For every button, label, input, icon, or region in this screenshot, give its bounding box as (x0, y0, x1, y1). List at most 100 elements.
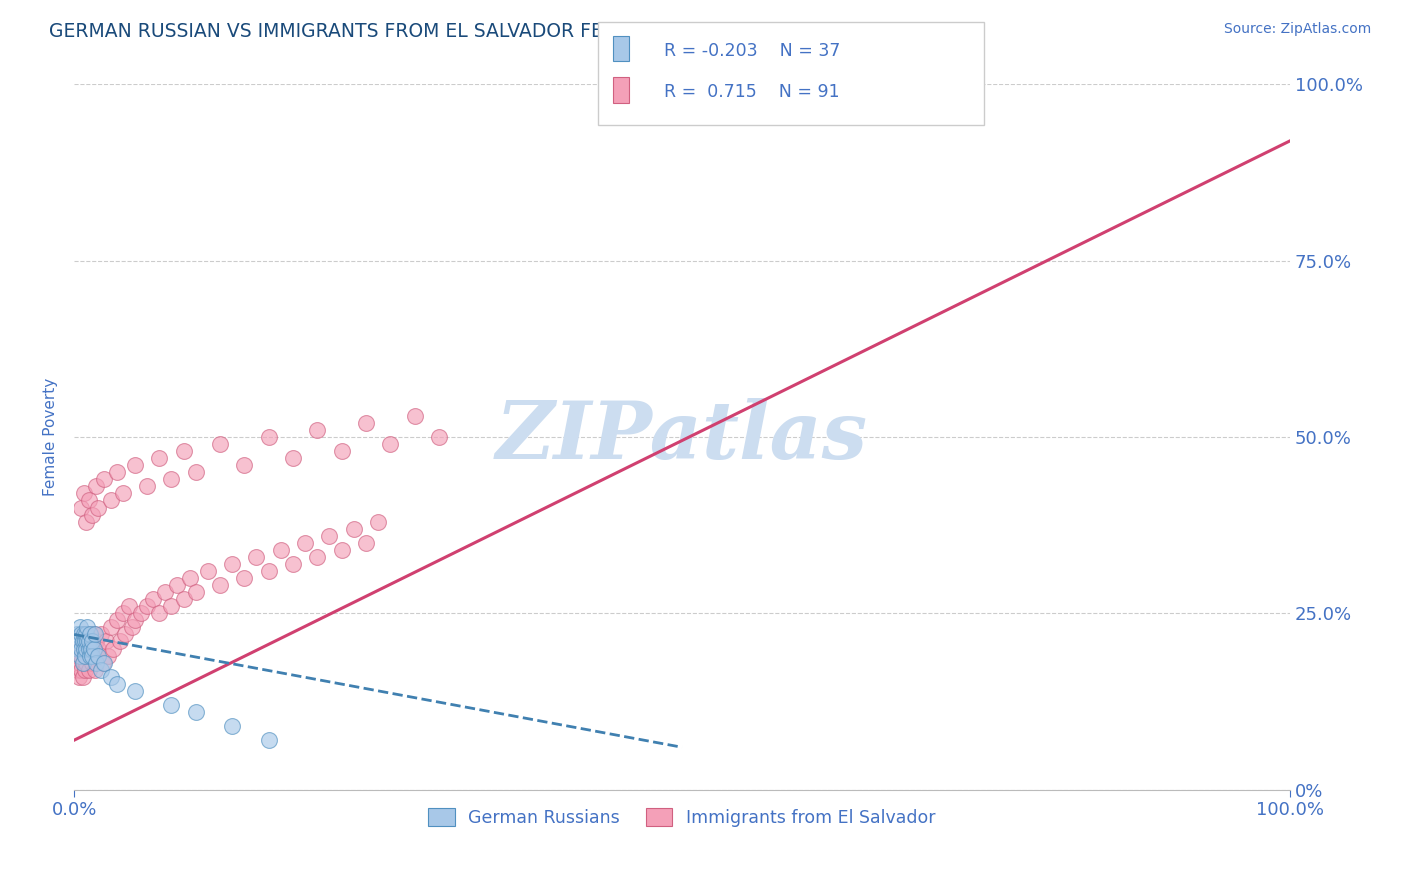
Point (197, 564, 219, 578)
Point (148, 451, 170, 466)
Point (111, 486, 134, 500)
Point (142, 592, 165, 607)
Point (90, 663, 112, 677)
Point (124, 613, 146, 627)
Point (70, 648, 93, 663)
Point (72, 670, 94, 684)
Point (155, 585, 177, 599)
Text: Source: ZipAtlas.com: Source: ZipAtlas.com (1223, 22, 1371, 37)
Point (65, 627, 87, 641)
Point (184, 705, 207, 719)
Point (77, 663, 100, 677)
Point (184, 465, 207, 479)
Point (66, 641, 89, 656)
Point (79, 648, 101, 663)
Point (208, 437, 231, 451)
Point (73, 648, 96, 663)
Point (84, 479, 107, 493)
Point (83, 627, 105, 641)
Point (124, 683, 146, 698)
Point (82, 656, 104, 670)
Legend: German Russians, Immigrants from El Salvador: German Russians, Immigrants from El Salv… (422, 801, 942, 834)
Point (114, 627, 136, 641)
Point (105, 613, 128, 627)
Point (354, 416, 377, 430)
Point (70, 663, 93, 677)
Point (160, 599, 183, 614)
Point (76, 620, 98, 634)
Point (166, 578, 188, 592)
Point (77, 641, 100, 656)
Point (233, 458, 256, 473)
Point (110, 634, 132, 648)
Point (73, 663, 96, 677)
Point (330, 444, 353, 458)
Text: ZIPatlas: ZIPatlas (496, 398, 868, 475)
Point (73, 656, 96, 670)
Point (105, 465, 128, 479)
Point (77, 493, 100, 508)
Point (69, 656, 91, 670)
Point (70, 627, 93, 641)
Point (73, 648, 96, 663)
Point (404, 409, 426, 423)
Point (77, 634, 100, 648)
Y-axis label: Female Poverty: Female Poverty (44, 378, 58, 496)
Point (221, 719, 243, 733)
Point (257, 564, 280, 578)
Text: R =  0.715    N = 91: R = 0.715 N = 91 (664, 84, 839, 102)
Point (294, 535, 316, 549)
Text: GERMAN RUSSIAN VS IMMIGRANTS FROM EL SALVADOR FEMALE POVERTY CORRELATION CHART: GERMAN RUSSIAN VS IMMIGRANTS FROM EL SAL… (49, 22, 955, 41)
Point (80, 641, 103, 656)
Point (136, 479, 159, 493)
Point (111, 607, 134, 621)
Point (79, 627, 101, 641)
Point (94, 634, 117, 648)
Point (208, 578, 231, 592)
Point (281, 451, 304, 466)
Point (84, 656, 107, 670)
Point (148, 607, 170, 621)
Point (105, 677, 128, 691)
Point (173, 592, 195, 607)
Point (87, 641, 110, 656)
Point (69, 648, 91, 663)
Point (270, 542, 292, 557)
Point (318, 529, 340, 543)
Point (100, 620, 122, 634)
Point (367, 515, 389, 529)
Point (82, 648, 104, 663)
Point (101, 641, 124, 656)
Point (69, 620, 91, 634)
Point (83, 627, 105, 641)
Point (70, 641, 93, 656)
Point (76, 627, 98, 641)
Point (184, 585, 207, 599)
Point (73, 627, 96, 641)
Point (79, 648, 101, 663)
Point (66, 648, 89, 663)
Point (380, 437, 402, 451)
Point (87, 500, 110, 515)
Point (136, 599, 159, 614)
Point (129, 607, 152, 621)
Point (70, 500, 93, 515)
Point (84, 634, 107, 648)
Point (307, 549, 329, 564)
Point (82, 508, 104, 522)
Point (343, 522, 366, 536)
Point (160, 472, 183, 486)
Point (73, 641, 96, 656)
Point (67, 634, 90, 648)
Point (72, 634, 94, 648)
Point (91, 656, 114, 670)
Point (73, 627, 96, 641)
Point (75, 656, 97, 670)
Point (73, 486, 96, 500)
Point (179, 571, 201, 585)
Point (121, 620, 143, 634)
Point (83, 663, 105, 677)
Point (221, 557, 243, 571)
Point (75, 515, 97, 529)
Point (75, 641, 97, 656)
